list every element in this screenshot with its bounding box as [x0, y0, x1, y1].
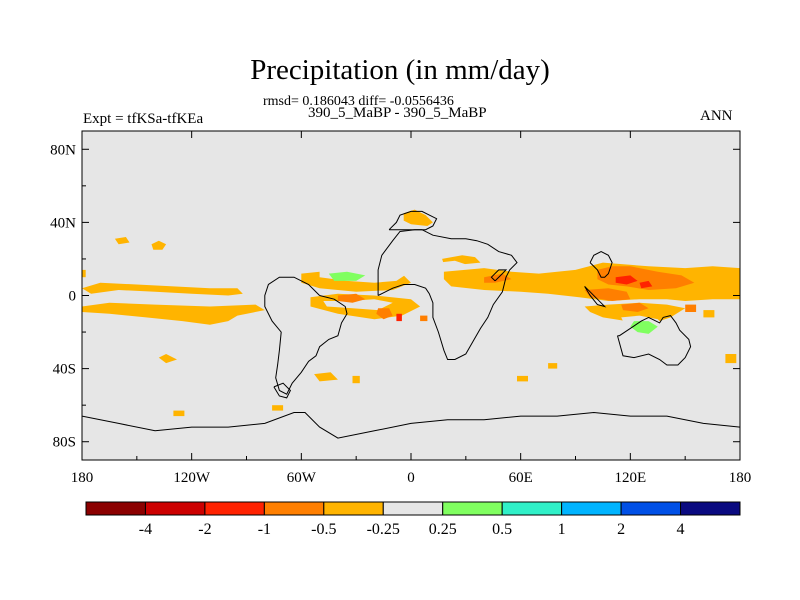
precip-region-40	[639, 280, 653, 289]
colorbar-box	[680, 501, 741, 516]
colorbar: -4 -2 -1 -0.5 -0.25 0.25 0.5 1 2 4	[85, 501, 741, 538]
precip-region-37	[420, 315, 428, 322]
y-tick-label: 80S	[53, 435, 76, 451]
colorbar-label: 2	[617, 521, 625, 538]
x-tick-label: 180	[729, 470, 752, 486]
colorbar-box	[561, 501, 622, 516]
x-axis: 180 120W 60W 0 60E 120E 180	[71, 131, 752, 486]
coastline-7	[490, 269, 508, 282]
precip-region-19	[548, 363, 558, 369]
precip-region-15	[584, 302, 686, 325]
colorbar-label: -0.25	[367, 521, 400, 538]
coastline-8	[273, 382, 292, 399]
y-axis: 80N 40N 0 40S 80S	[50, 142, 740, 451]
colorbar-label: -1	[258, 521, 271, 538]
coastline-2	[617, 315, 692, 366]
precip-region-14	[443, 262, 740, 301]
coastline-1	[264, 276, 348, 395]
coastline-6	[388, 210, 438, 231]
colorbar-label: 0.25	[429, 521, 457, 538]
chart-title: Precipitation (in mm/day)	[250, 54, 550, 86]
y-tick-label: 80N	[50, 142, 76, 158]
precip-region-38	[685, 304, 697, 312]
colorbar-label: 1	[558, 521, 566, 538]
precip-region-1	[82, 302, 265, 325]
precip-region-0	[82, 282, 243, 296]
precip-region-12	[403, 209, 433, 226]
colorbar-label: 4	[677, 521, 685, 538]
colorbar-box	[620, 501, 682, 516]
precip-region-34	[337, 293, 366, 303]
stats-text: rmsd= 0.186043 diff= -0.0556436	[263, 94, 454, 109]
colorbar-box	[442, 501, 503, 516]
colorbar-box	[85, 501, 146, 516]
plot-area	[81, 130, 741, 461]
experiment-label: Expt = tfKSa-tfKEa	[83, 111, 204, 127]
precip-region-8	[352, 375, 360, 384]
x-tick-label: 120E	[614, 470, 646, 486]
precip-region-29	[328, 271, 366, 281]
season-label: ANN	[700, 108, 733, 124]
colorbar-label: -2	[198, 521, 211, 538]
colorbar-box	[501, 501, 563, 516]
precip-regions	[82, 209, 740, 417]
colorbar-box	[144, 501, 206, 516]
colorbar-box	[382, 501, 444, 516]
colorbar-box	[263, 501, 325, 516]
precip-region-28	[191, 350, 199, 356]
coastline-5	[82, 411, 740, 439]
precip-region-31	[597, 266, 695, 290]
colorbar-box	[323, 501, 384, 516]
precip-region-18	[517, 375, 528, 382]
precip-region-5	[158, 354, 177, 364]
precip-region-41	[396, 313, 402, 322]
colorbar-label: -0.5	[311, 521, 336, 538]
x-tick-label: 60W	[287, 470, 317, 486]
colorbar-box	[204, 501, 265, 516]
y-tick-label: 40S	[53, 362, 76, 378]
precip-region-22	[323, 299, 393, 311]
precip-region-17	[725, 354, 737, 364]
precip-region-6	[173, 410, 185, 417]
coastlines	[82, 210, 740, 439]
precip-region-23	[420, 229, 437, 241]
precip-region-4	[114, 237, 130, 245]
coastline-4	[584, 286, 607, 308]
y-tick-label: 40N	[50, 215, 76, 231]
precip-region-39	[615, 275, 638, 285]
coastline-3	[589, 251, 613, 278]
precip-region-2	[82, 269, 86, 278]
y-tick-label: 0	[69, 289, 77, 305]
colorbar-label: 0.5	[492, 521, 512, 538]
colorbar-label: -4	[139, 521, 152, 538]
x-tick-label: 60E	[509, 470, 533, 486]
x-tick-label: 120W	[173, 470, 211, 486]
x-tick-label: 180	[71, 470, 94, 486]
precip-region-20	[200, 238, 221, 248]
x-tick-label: 0	[407, 470, 415, 486]
precip-region-33	[621, 302, 649, 312]
precip-region-25	[493, 293, 549, 307]
run-comparison: 390_5_MaBP - 390_5_MaBP	[308, 105, 487, 121]
precip-region-7	[314, 372, 338, 382]
precip-region-26	[593, 246, 618, 259]
precip-region-16	[703, 310, 715, 318]
precip-region-9	[272, 405, 284, 411]
precip-region-3	[151, 240, 167, 250]
precip-region-35	[376, 308, 393, 320]
precip-region-24	[438, 260, 466, 269]
